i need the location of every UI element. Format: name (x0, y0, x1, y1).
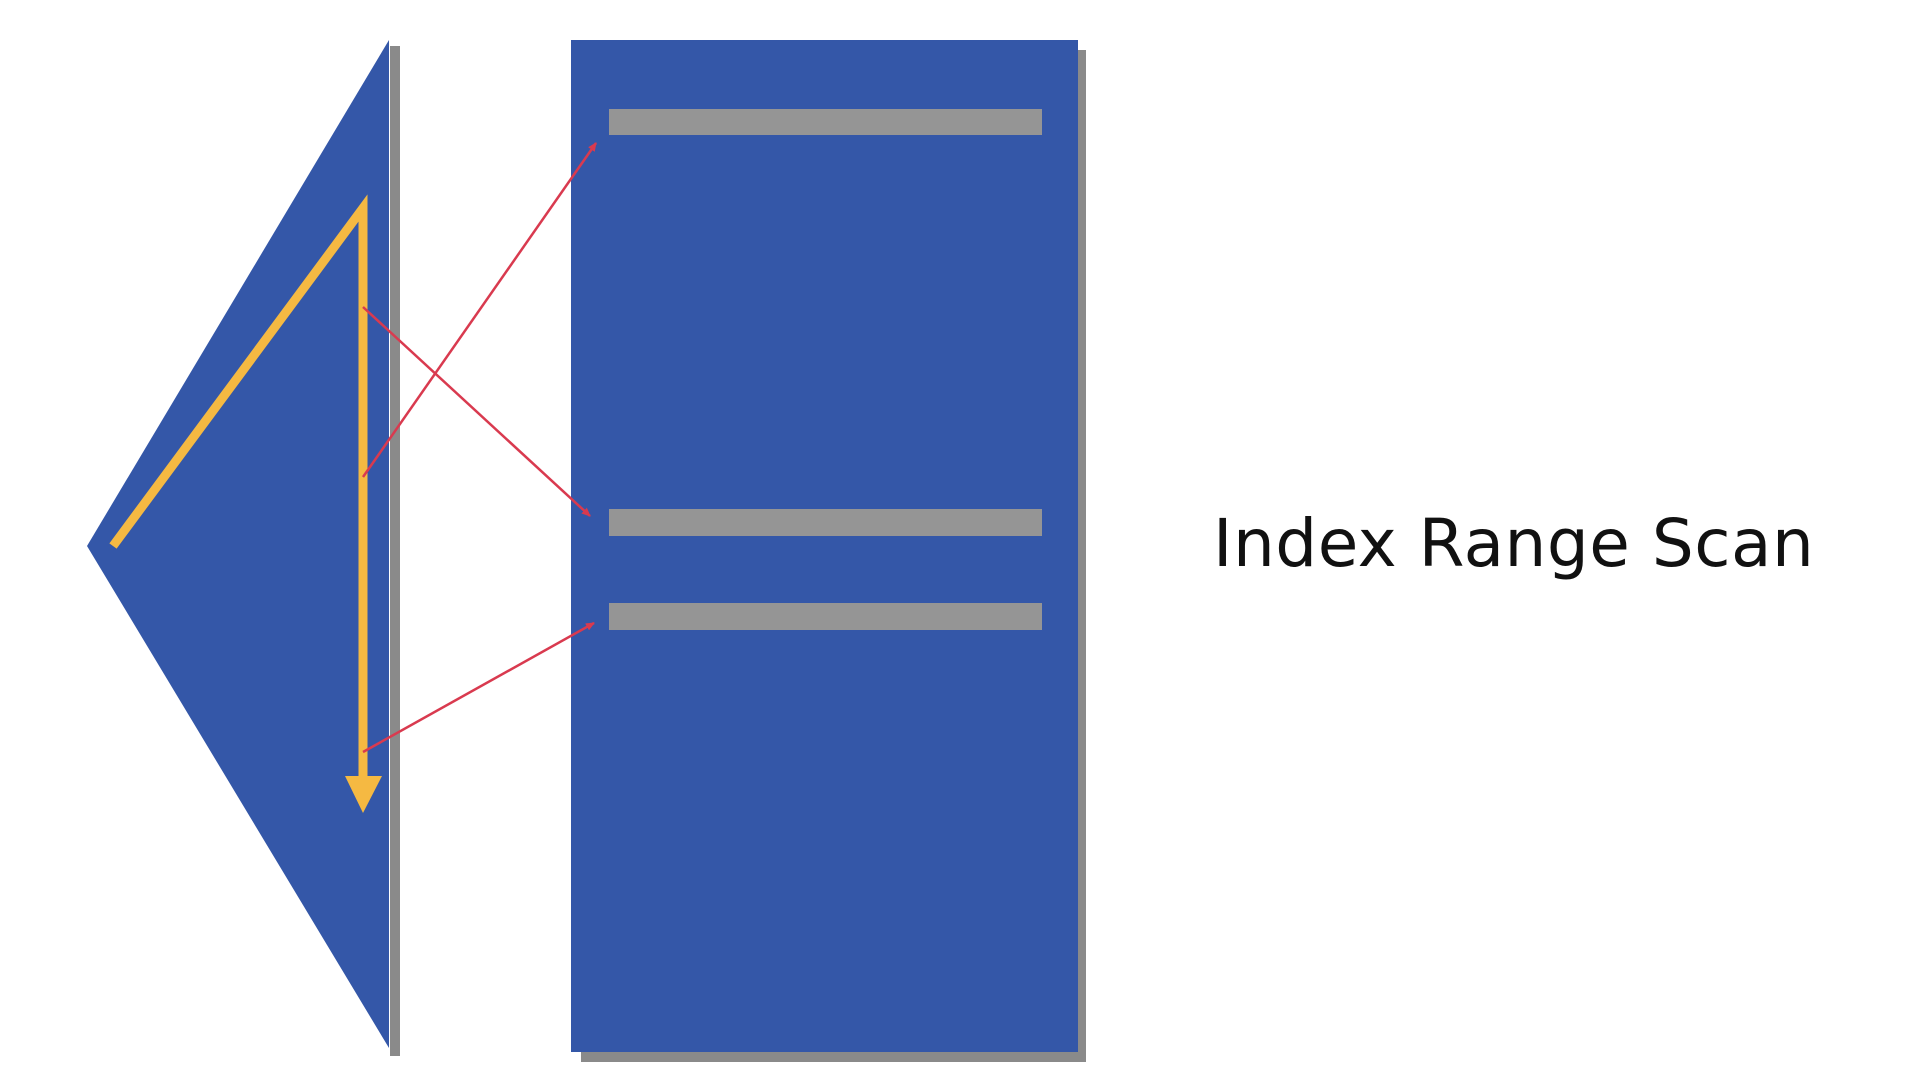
table-block (571, 40, 1078, 1052)
index-triangle (87, 40, 389, 1048)
scan-path-arrowhead (345, 776, 382, 813)
table-row-3 (609, 603, 1042, 630)
table-row-2 (609, 509, 1042, 536)
index-shadow (390, 46, 400, 1056)
pointer-to-row-1 (361, 142, 598, 478)
scan-path-diagonal (109, 194, 368, 778)
pointer-to-row-2 (362, 306, 591, 517)
table-row-1 (609, 109, 1042, 135)
diagram-caption: Index Range Scan (1213, 505, 1815, 582)
pointer-to-row-3 (362, 621, 595, 754)
